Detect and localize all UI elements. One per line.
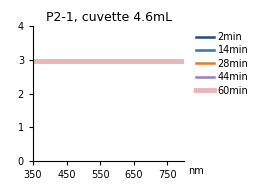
Legend: 2min, 14min, 28min, 44min, 60min: 2min, 14min, 28min, 44min, 60min [195,31,249,97]
Text: nm: nm [188,166,204,176]
Title: P2-1, cuvette 4.6mL: P2-1, cuvette 4.6mL [46,11,172,24]
